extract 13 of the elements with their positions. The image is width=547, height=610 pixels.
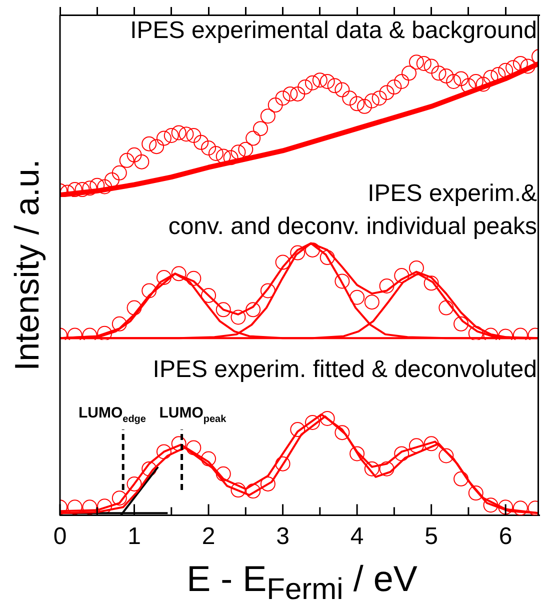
x-tick-label: 3 (276, 523, 290, 550)
chart-subtitle: conv. and deconv. individual peaks (168, 212, 537, 242)
x-tick-label: 2 (202, 523, 216, 550)
chart-title: IPES experim.& (366, 179, 537, 209)
x-tick-label: 0 (53, 523, 67, 550)
x-tick-label: 1 (128, 523, 141, 550)
chart-title: IPES experimental data & background (130, 16, 537, 46)
x-tick-label: 5 (424, 523, 438, 550)
x-tick-label: 6 (498, 523, 512, 550)
x-tick-label: 4 (350, 523, 364, 550)
chart-title: IPES experim. fitted & deconvoluted (152, 355, 537, 385)
x-axis-title: E - E$_{Fermi}$ / eV (186, 558, 418, 608)
y-axis-title: Intensity / a.u. (8, 159, 48, 371)
